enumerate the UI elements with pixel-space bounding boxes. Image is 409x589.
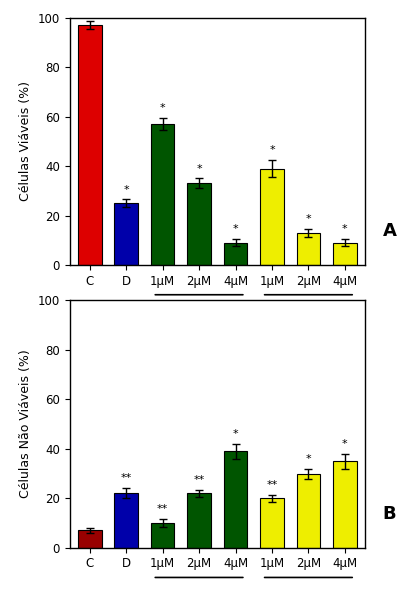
Bar xyxy=(259,168,283,265)
Bar xyxy=(296,233,319,265)
Text: B: B xyxy=(382,505,395,523)
Bar xyxy=(332,461,356,548)
Bar xyxy=(187,494,210,548)
Bar xyxy=(332,243,356,265)
Bar xyxy=(259,498,283,548)
Text: *: * xyxy=(268,145,274,155)
Text: *: * xyxy=(196,164,201,174)
Bar xyxy=(114,494,138,548)
Text: *: * xyxy=(305,214,310,224)
Text: **: ** xyxy=(157,504,168,514)
Text: **: ** xyxy=(120,474,131,484)
Y-axis label: Células Viáveis (%): Células Viáveis (%) xyxy=(19,81,32,201)
Text: *: * xyxy=(160,103,165,113)
Bar xyxy=(78,25,101,265)
Bar xyxy=(151,523,174,548)
Bar xyxy=(296,474,319,548)
Bar xyxy=(114,203,138,265)
Bar xyxy=(223,451,247,548)
Bar xyxy=(78,531,101,548)
Text: A: A xyxy=(382,222,396,240)
Text: *: * xyxy=(305,454,310,464)
Bar xyxy=(223,243,247,265)
Text: *: * xyxy=(341,224,347,234)
Text: Composto 1: Composto 1 xyxy=(161,317,236,330)
Bar xyxy=(151,124,174,265)
Text: **: ** xyxy=(266,479,277,489)
Bar xyxy=(187,183,210,265)
Text: Composto 3: Composto 3 xyxy=(270,317,345,330)
Text: *: * xyxy=(341,439,347,449)
Text: *: * xyxy=(232,429,238,439)
Text: *: * xyxy=(232,224,238,234)
Text: **: ** xyxy=(193,475,204,485)
Y-axis label: Células Não Viáveis (%): Células Não Viáveis (%) xyxy=(19,350,32,498)
Text: *: * xyxy=(123,184,129,194)
